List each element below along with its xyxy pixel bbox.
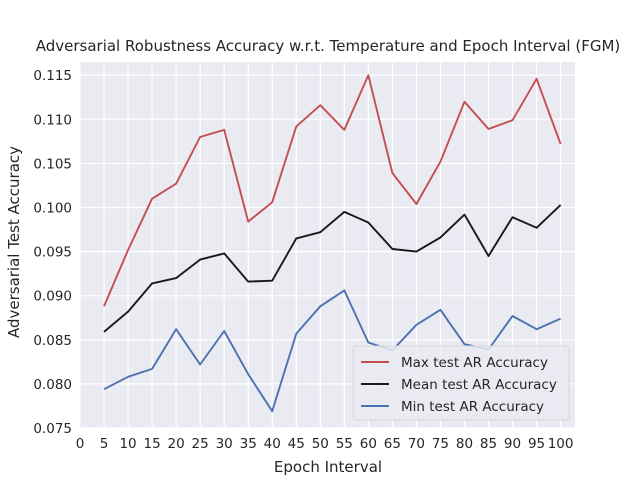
x-tick-label: 95 xyxy=(528,436,545,452)
y-tick-label: 0.075 xyxy=(33,421,72,437)
y-tick-label: 0.115 xyxy=(33,68,72,84)
legend-label: Max test AR Accuracy xyxy=(401,355,548,371)
x-tick-label: 15 xyxy=(143,436,160,452)
y-tick-labels: 0.075 0.080 0.085 0.090 0.095 0.100 0.105 0.110… xyxy=(33,68,72,437)
series-line-1 xyxy=(103,204,562,333)
y-tick-label: 0.100 xyxy=(33,201,72,217)
x-tick-label: 30 xyxy=(216,436,233,452)
x-tick-label: 80 xyxy=(456,436,473,452)
y-tick-label: 0.080 xyxy=(33,377,72,393)
x-tick-label: 100 xyxy=(548,436,574,452)
y-tick-label: 0.105 xyxy=(33,156,72,172)
x-tick-label: 25 xyxy=(192,436,209,452)
legend-label: Min test AR Accuracy xyxy=(401,399,544,415)
x-tick-label: 40 xyxy=(264,436,281,452)
y-tick-label: 0.110 xyxy=(33,112,72,128)
x-tick-label: 0 xyxy=(76,436,85,452)
x-axis-label: Epoch Interval xyxy=(274,458,382,476)
x-tick-label: 55 xyxy=(336,436,353,452)
y-tick-label: 0.090 xyxy=(33,289,72,305)
x-tick-label: 65 xyxy=(384,436,401,452)
x-tick-label: 75 xyxy=(432,436,449,452)
y-tick-label: 0.085 xyxy=(33,333,72,349)
x-tick-label: 60 xyxy=(360,436,377,452)
legend: Max test AR Accuracy Mean test AR Accurac… xyxy=(352,345,570,421)
x-tick-label: 35 xyxy=(240,436,257,452)
legend-box xyxy=(352,345,570,421)
chart-title: Adversarial Robustness Accuracy w.r.t. T… xyxy=(36,37,621,55)
y-axis-label: Adversarial Test Accuracy xyxy=(5,146,23,338)
legend-label: Mean test AR Accuracy xyxy=(401,377,557,393)
x-tick-label: 20 xyxy=(168,436,185,452)
x-tick-label: 50 xyxy=(312,436,329,452)
series-line-0 xyxy=(103,74,562,307)
x-tick-label: 45 xyxy=(288,436,305,452)
x-tick-label: 90 xyxy=(504,436,521,452)
x-tick-label: 10 xyxy=(119,436,136,452)
x-tick-label: 5 xyxy=(100,436,109,452)
y-tick-label: 0.095 xyxy=(33,245,72,261)
x-tick-label: 70 xyxy=(408,436,425,452)
x-tick-label: 85 xyxy=(480,436,497,452)
x-tick-labels: 0 5 10 15 20 25 30 35 40 45 50 55 60 65 70 75 80 85 90 95 10… xyxy=(76,436,574,452)
